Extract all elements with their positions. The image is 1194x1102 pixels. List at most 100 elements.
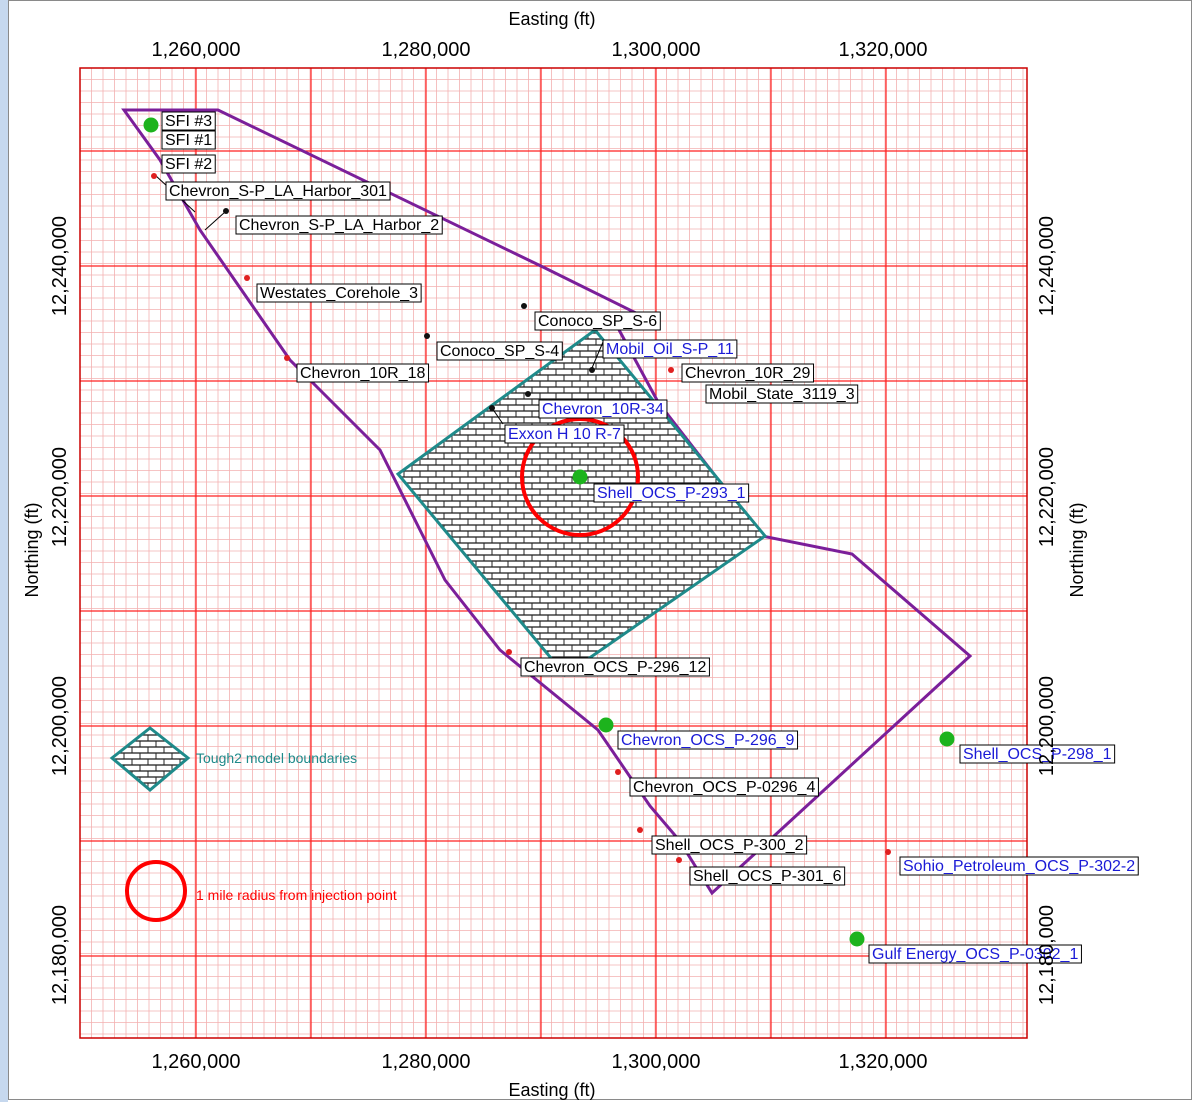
y-tick-label: 12,200,000 xyxy=(49,676,71,776)
well-marker[interactable] xyxy=(284,355,290,361)
well-label[interactable]: Sohio_Petroleum_OCS_P-302-2 xyxy=(899,856,1139,876)
x-tick-label: 1,320,000 xyxy=(839,39,928,61)
well-marker[interactable] xyxy=(668,367,674,373)
well-label-text: Conoco_SP_S-4 xyxy=(440,343,559,360)
well-marker[interactable] xyxy=(589,367,595,373)
y-tick-label: 12,220,000 xyxy=(49,447,71,547)
well-label[interactable]: Westates_Corehole_3 xyxy=(256,283,422,303)
y-tick-label: 12,180,000 xyxy=(1036,905,1058,1005)
well-label[interactable]: Chevron_10R_18 xyxy=(296,363,430,383)
well-label[interactable]: Conoco_SP_S-4 xyxy=(436,341,563,361)
well-label-box xyxy=(899,856,1139,876)
well-label-box xyxy=(681,363,815,383)
well-label[interactable]: Shell_OCS_P-298_1 xyxy=(959,744,1116,764)
x-tick-label: 1,300,000 xyxy=(612,1051,701,1073)
y-tick-labels-left: 12,240,000 12,220,000 12,200,000 12,180,… xyxy=(49,216,71,1005)
well-label-box xyxy=(161,111,216,131)
well-label-text: Mobil_Oil_S-P_11 xyxy=(606,341,734,358)
y-tick-label: 12,220,000 xyxy=(1036,447,1058,547)
well-marker-sfi[interactable] xyxy=(143,117,159,133)
x-axis-title-bottom: Easting (ft) xyxy=(508,1080,595,1100)
well-label-text: SFI #3 xyxy=(165,113,212,130)
y-tick-label: 12,240,000 xyxy=(1036,216,1058,316)
well-label[interactable]: Exxon H 10 R-7 xyxy=(504,424,625,444)
y-tick-labels-right: 12,240,000 12,220,000 12,200,000 12,180,… xyxy=(1036,216,1058,1005)
well-label-text: Conoco_SP_S-6 xyxy=(538,313,657,330)
well-marker[interactable] xyxy=(939,731,955,747)
well-marker[interactable] xyxy=(598,717,614,733)
well-label-box xyxy=(520,657,710,677)
well-label-text: Chevron_OCS_P-0296_4 xyxy=(633,779,815,796)
well-marker-injection[interactable] xyxy=(572,469,588,485)
well-label-box xyxy=(705,384,859,404)
well-label-text: Shell_OCS_P-293_1 xyxy=(597,485,746,502)
legend-tough2-swatch xyxy=(109,726,191,792)
y-tick-label: 12,200,000 xyxy=(1036,676,1058,776)
well-label-text: Chevron_10R_18 xyxy=(300,365,426,382)
well-label-box xyxy=(256,283,422,303)
x-tick-labels-top: 1,260,000 1,280,000 1,300,000 1,320,000 xyxy=(152,39,928,61)
well-label-box xyxy=(593,483,750,503)
well-label-box xyxy=(959,744,1116,764)
well-label[interactable]: Chevron_10R_29 xyxy=(681,363,815,383)
well-markers xyxy=(143,117,955,947)
well-label-box xyxy=(436,341,563,361)
well-marker[interactable] xyxy=(223,208,229,214)
well-marker[interactable] xyxy=(521,303,527,309)
well-label[interactable]: Chevron_10R-34 xyxy=(538,399,668,419)
well-marker[interactable] xyxy=(637,827,643,833)
well-label[interactable]: Chevron_OCS_P-296_12 xyxy=(520,657,710,677)
well-label[interactable]: Mobil_Oil_S-P_11 xyxy=(602,339,738,359)
well-marker[interactable] xyxy=(676,857,682,863)
x-tick-label: 1,320,000 xyxy=(839,1051,928,1073)
well-label-box xyxy=(235,215,443,235)
well-label[interactable]: SFI #1 xyxy=(161,130,216,150)
well-marker[interactable] xyxy=(244,275,250,281)
well-marker[interactable] xyxy=(615,769,621,775)
well-label[interactable]: Shell_OCS_P-301_6 xyxy=(689,866,846,886)
well-label-text: Shell_OCS_P-298_1 xyxy=(963,746,1112,763)
x-tick-label: 1,260,000 xyxy=(152,39,241,61)
well-marker[interactable] xyxy=(525,391,531,397)
well-label[interactable]: Chevron_OCS_P-296_9 xyxy=(617,730,799,750)
well-label-box xyxy=(689,866,846,886)
well-label-text: Chevron_OCS_P-296_9 xyxy=(621,732,795,749)
well-marker[interactable] xyxy=(506,649,512,655)
window-edge-stripe xyxy=(0,0,8,1102)
well-label[interactable]: Gulf Energy_OCS_P-0302_1 xyxy=(868,944,1082,964)
well-label-box xyxy=(504,424,625,444)
well-marker[interactable] xyxy=(489,405,495,411)
well-label-text: Westates_Corehole_3 xyxy=(260,285,418,302)
well-label-text: Gulf Energy_OCS_P-0302_1 xyxy=(872,946,1078,963)
legend-tough2-label: Tough2 model boundaries xyxy=(196,750,357,766)
well-marker[interactable] xyxy=(885,849,891,855)
well-label-box xyxy=(617,730,799,750)
well-marker[interactable] xyxy=(849,931,865,947)
well-label-box xyxy=(161,130,216,150)
well-label-box xyxy=(534,311,661,331)
well-label[interactable]: Shell_OCS_P-300_2 xyxy=(651,835,808,855)
well-label[interactable]: Shell_OCS_P-293_1 xyxy=(593,483,750,503)
well-label[interactable]: Chevron_S-P_LA_Harbor_301 xyxy=(165,181,391,201)
x-tick-labels-bottom: 1,260,000 1,280,000 1,300,000 1,320,000 xyxy=(152,1051,928,1073)
well-label[interactable]: Conoco_SP_S-6 xyxy=(534,311,661,331)
well-label[interactable]: Chevron_OCS_P-0296_4 xyxy=(629,777,819,797)
well-label-text: SFI #1 xyxy=(165,132,212,149)
well-label-text: Chevron_10R_29 xyxy=(685,365,811,382)
plot-area-border xyxy=(79,67,1028,1039)
well-label[interactable]: Chevron_S-P_LA_Harbor_2 xyxy=(235,215,443,235)
well-label[interactable]: SFI #2 xyxy=(161,154,216,174)
well-label-text: Sohio_Petroleum_OCS_P-302-2 xyxy=(903,858,1135,875)
well-marker[interactable] xyxy=(151,173,157,179)
well-label[interactable]: SFI #3 xyxy=(161,111,216,131)
legend-radius-label: 1 mile radius from injection point xyxy=(196,887,397,903)
y-tick-label: 12,180,000 xyxy=(49,905,71,1005)
well-label-text: Chevron_S-P_LA_Harbor_301 xyxy=(169,183,387,200)
well-marker[interactable] xyxy=(424,333,430,339)
well-label-box xyxy=(296,363,430,383)
x-tick-label: 1,260,000 xyxy=(152,1051,241,1073)
injection-radius-circle xyxy=(520,417,640,537)
well-label[interactable]: Mobil_State_3119_3 xyxy=(705,384,859,404)
x-tick-label: 1,280,000 xyxy=(382,1051,471,1073)
